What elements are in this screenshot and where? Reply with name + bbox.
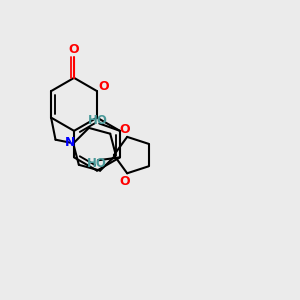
Text: O: O	[119, 175, 130, 188]
Text: HO: HO	[86, 157, 106, 170]
Text: N: N	[65, 136, 75, 149]
Text: HO: HO	[88, 114, 108, 127]
Text: O: O	[99, 80, 110, 94]
Text: O: O	[69, 44, 80, 56]
Text: O: O	[119, 122, 130, 136]
